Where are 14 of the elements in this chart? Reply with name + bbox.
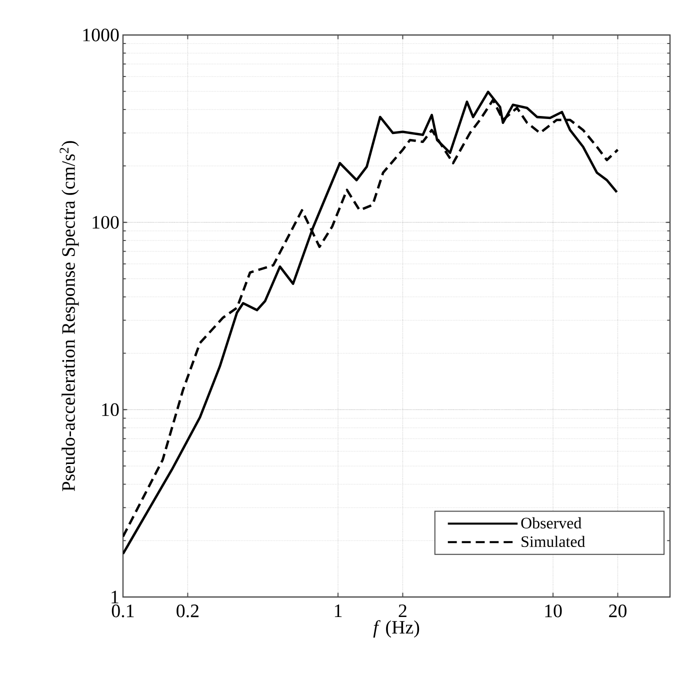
y-axis-title: Pseudo-acceleration Response Spectra (cm/s$^{2}$) [60, 141, 79, 492]
x-tick-label: 20 [609, 604, 626, 618]
legend-label: Simulated [522, 536, 586, 548]
x-tick-label: 2 [398, 604, 406, 618]
x-axis-title: f (Hz) [373, 620, 420, 638]
x-tick-label: 0.1 [112, 604, 134, 618]
legend-label: Observed [521, 517, 582, 529]
y-tick-label: 100 [92, 216, 119, 229]
y-tick-label: 10 [102, 403, 119, 416]
x-tick-label: 0.2 [176, 604, 199, 618]
y-tick-label: 1000 [83, 28, 119, 42]
x-tick-label: 1 [334, 604, 342, 617]
y-tick-label: 1 [112, 590, 118, 604]
x-tick-label: 10 [545, 604, 562, 618]
